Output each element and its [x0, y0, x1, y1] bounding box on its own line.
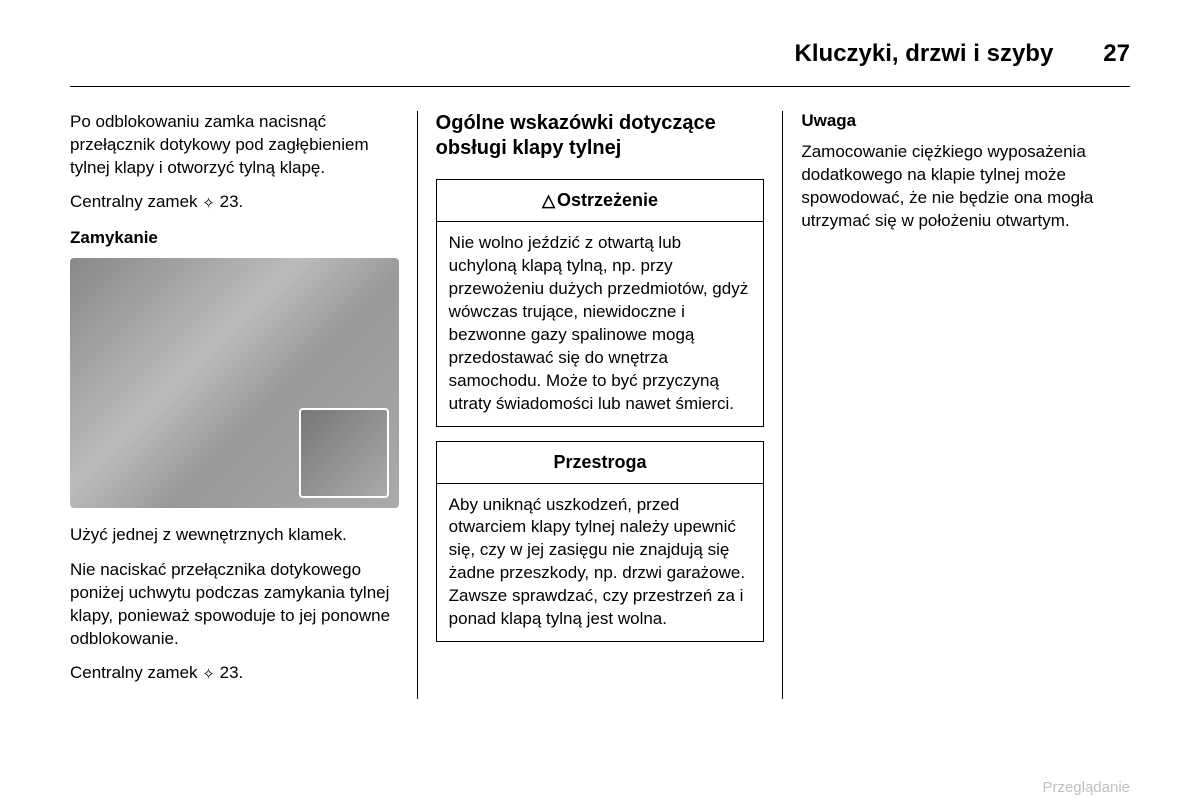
column-2: Ogólne wskazówki dotyczące obsługi klapy…: [418, 111, 784, 699]
footer-text: Przeglądanie: [1042, 779, 1130, 796]
caution-title: Przestroga: [553, 452, 646, 472]
content-columns: Po odblokowaniu zamka nacisnąć przełączn…: [70, 111, 1130, 699]
cross-reference: Centralny zamek ✧ 23.: [70, 663, 399, 683]
xref-label: Centralny zamek: [70, 663, 198, 682]
warning-box: △Ostrzeżenie Nie wolno jeździć z otwartą…: [436, 179, 765, 427]
section-heading: Ogólne wskazówki dotyczące obsługi klapy…: [436, 111, 765, 161]
xref-icon: ✧: [202, 194, 215, 212]
xref-number: 23.: [220, 192, 244, 211]
caution-box: Przestroga Aby uniknąć uszkodzeń, przed …: [436, 441, 765, 643]
column-3: Uwaga Zamocowanie ciężkiego wyposażenia …: [783, 111, 1130, 699]
caution-header: Przestroga: [437, 442, 764, 484]
warning-body: Nie wolno jeździć z otwartą lub uchyloną…: [437, 222, 764, 426]
page-number: 27: [1103, 40, 1130, 68]
tailgate-illustration: [70, 258, 399, 508]
warning-header: △Ostrzeżenie: [437, 180, 764, 222]
xref-number: 23.: [220, 663, 244, 682]
page-header: Kluczyki, drzwi i szyby 27: [70, 40, 1130, 87]
chapter-title: Kluczyki, drzwi i szyby: [795, 40, 1054, 68]
warning-icon: △: [542, 191, 555, 211]
paragraph: Nie naciskać przełącznika dotykowego pon…: [70, 559, 399, 651]
warning-title: Ostrzeżenie: [557, 190, 658, 210]
cross-reference: Centralny zamek ✧ 23.: [70, 192, 399, 212]
caution-body: Aby uniknąć uszkodzeń, przed otwarciem k…: [437, 484, 764, 642]
paragraph: Użyć jednej z wewnętrznych klamek.: [70, 524, 399, 547]
paragraph: Po odblokowaniu zamka nacisnąć przełączn…: [70, 111, 399, 180]
manual-page: Kluczyki, drzwi i szyby 27 Po odblokowan…: [0, 0, 1200, 802]
subheading-closing: Zamykanie: [70, 228, 399, 248]
xref-icon: ✧: [202, 665, 215, 683]
note-body: Zamocowanie ciężkiego wyposażenia dodatk…: [801, 141, 1130, 233]
illustration-inset: [299, 408, 389, 498]
column-1: Po odblokowaniu zamka nacisnąć przełączn…: [70, 111, 418, 699]
xref-label: Centralny zamek: [70, 192, 198, 211]
note-title: Uwaga: [801, 111, 1130, 131]
